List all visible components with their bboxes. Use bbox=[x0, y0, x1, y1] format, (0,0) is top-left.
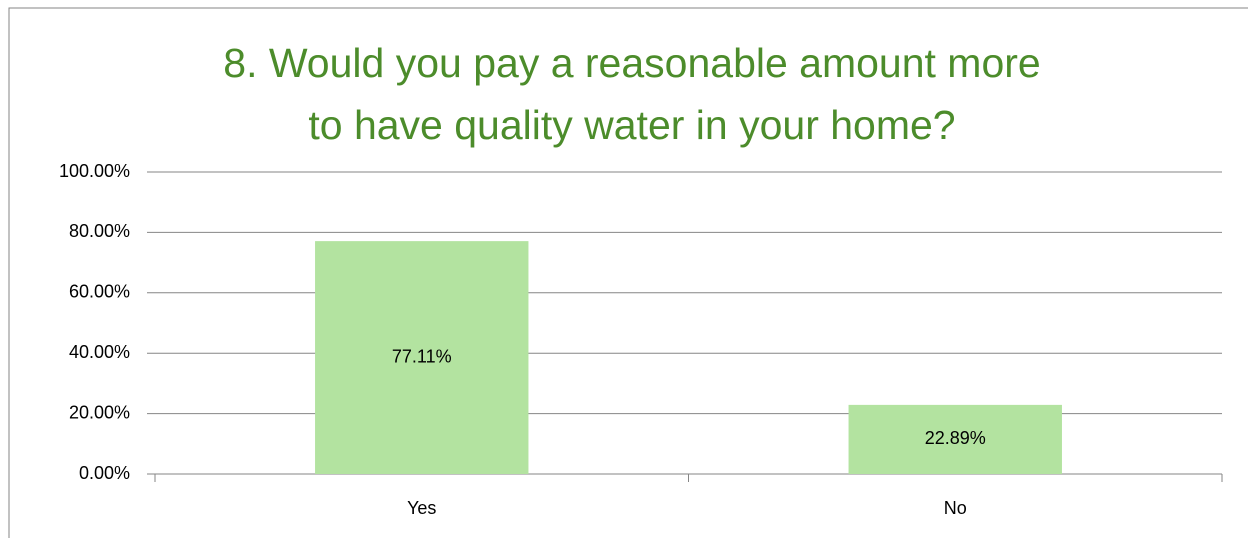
bar bbox=[848, 404, 1062, 474]
bar bbox=[315, 241, 529, 474]
y-tick-label: 60.00% bbox=[69, 282, 130, 302]
chart-frame bbox=[8, 7, 1248, 538]
x-tick-label: Yes bbox=[407, 498, 436, 518]
data-label: 77.11% bbox=[392, 346, 452, 366]
data-label: 22.89% bbox=[925, 428, 986, 448]
chart-title: to have quality water in your home? bbox=[308, 102, 955, 148]
x-tick-label: No bbox=[944, 498, 967, 518]
chart-title: 8. Would you pay a reasonable amount mor… bbox=[223, 40, 1040, 86]
y-tick-label: 100.00% bbox=[59, 161, 130, 181]
y-tick-label: 20.00% bbox=[69, 402, 130, 422]
y-tick-label: 80.00% bbox=[69, 221, 130, 241]
y-tick-label: 0.00% bbox=[79, 463, 130, 483]
y-tick-label: 40.00% bbox=[69, 342, 130, 362]
